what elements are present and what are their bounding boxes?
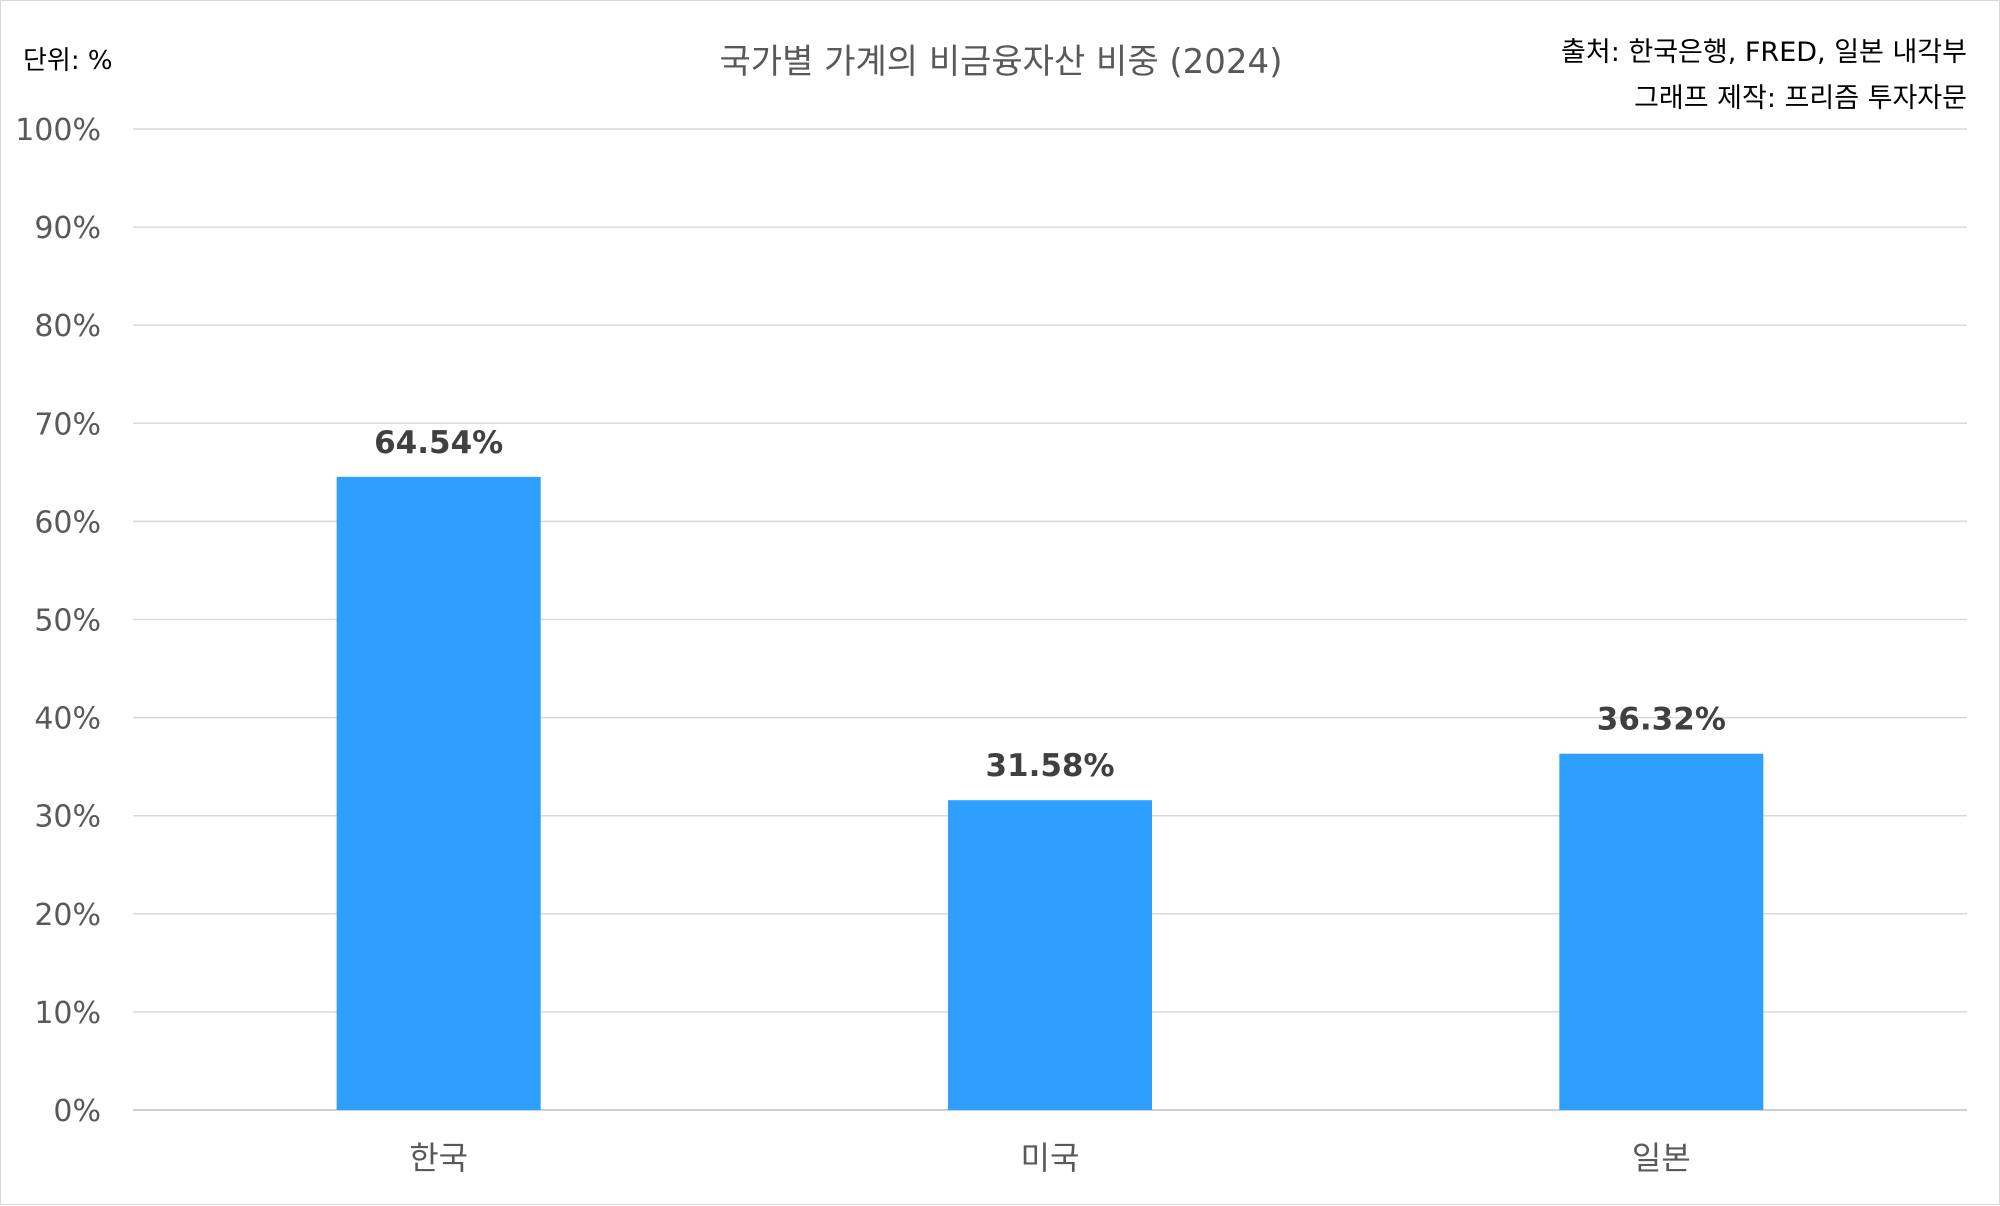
chart-title: 국가별 가계의 비금융자산 비중 (2024): [720, 42, 1283, 82]
data-label: 64.54%: [374, 425, 503, 461]
y-tick-label: 80%: [34, 309, 101, 344]
y-tick-label: 20%: [34, 898, 101, 933]
y-tick-label: 40%: [34, 702, 101, 737]
bar: [1559, 753, 1764, 1110]
y-tick-label: 70%: [34, 407, 101, 442]
bar: [336, 476, 541, 1110]
bar: [948, 800, 1152, 1110]
unit-label: 단위: %: [23, 46, 113, 76]
y-tick-label: 30%: [34, 800, 101, 835]
data-label: 31.58%: [985, 748, 1114, 784]
y-tick-label: 10%: [34, 996, 101, 1031]
x-tick-label: 미국: [1021, 1139, 1080, 1177]
data-labels: 64.54% 31.58% 36.32%: [374, 425, 1726, 784]
x-axis-ticks: 한국 미국 일본: [409, 1139, 1691, 1177]
y-tick-label: 60%: [34, 505, 101, 540]
y-tick-label: 50%: [34, 604, 101, 639]
x-tick-label: 일본: [1632, 1139, 1691, 1177]
y-axis-ticks: 0% 10% 20% 30% 40% 50% 60% 70% 80% 90% 100%: [15, 113, 101, 1129]
y-tick-label: 90%: [34, 211, 101, 246]
source-line-2: 그래프 제작: 프리즘 투자자문: [1634, 83, 1967, 114]
source-line-1: 출처: 한국은행, FRED, 일본 내각부: [1561, 37, 1967, 68]
bars: [336, 476, 1764, 1110]
y-tick-label: 0%: [53, 1094, 101, 1129]
data-label: 36.32%: [1597, 702, 1726, 738]
x-tick-label: 한국: [409, 1139, 468, 1177]
y-tick-label: 100%: [15, 113, 101, 148]
